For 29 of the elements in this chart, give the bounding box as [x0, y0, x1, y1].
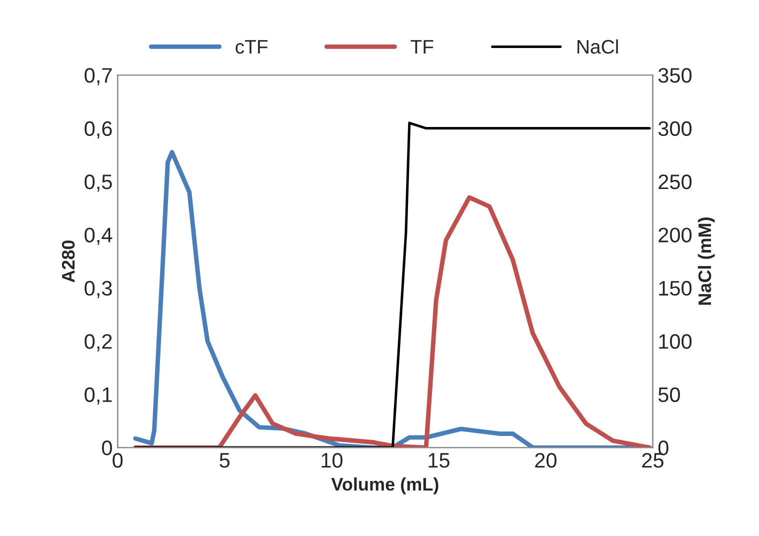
y-tick-label: 0,4 — [84, 228, 112, 245]
line-series — [133, 195, 652, 448]
y2-tick-label: 250 — [658, 174, 692, 190]
x-tick-label: 10 — [322, 452, 342, 468]
y-axis-title: A280 — [62, 240, 75, 282]
x-axis-title: Volume (mL) — [331, 477, 438, 494]
y-tick-label: 0,1 — [84, 387, 112, 405]
x-tick-label: 20 — [535, 452, 556, 468]
x-tick-label: 25 — [642, 452, 664, 468]
y2-tick-label: 350 — [658, 68, 692, 83]
y-tick-label: 0,2 — [84, 334, 112, 352]
y2-tick-label: 200 — [658, 228, 692, 242]
x-tick-label: 15 — [428, 453, 450, 468]
y2-tick-label: 150 — [659, 280, 692, 296]
y2-axis-title: NaCl (mM) — [698, 218, 715, 305]
y-tick-label: 0,7 — [84, 68, 112, 86]
y2-tick-label: 100 — [659, 334, 692, 349]
legend-label: TF — [410, 40, 434, 54]
y2-tick-label: 0 — [658, 440, 668, 456]
y2-tick-label: 300 — [658, 121, 692, 136]
y-tick-label: 0,3 — [84, 280, 112, 298]
y-tick-label: 0,6 — [84, 121, 112, 138]
x-tick-label: 0 — [112, 452, 123, 468]
y-tick-label: 0 — [102, 440, 112, 456]
x-tick-label: 5 — [220, 453, 230, 468]
legend-label: NaCl — [578, 39, 618, 54]
y2-tick-label: 50 — [658, 387, 680, 402]
y-tick-label: 0,5 — [84, 174, 112, 192]
legend-label: cTF — [236, 40, 268, 54]
